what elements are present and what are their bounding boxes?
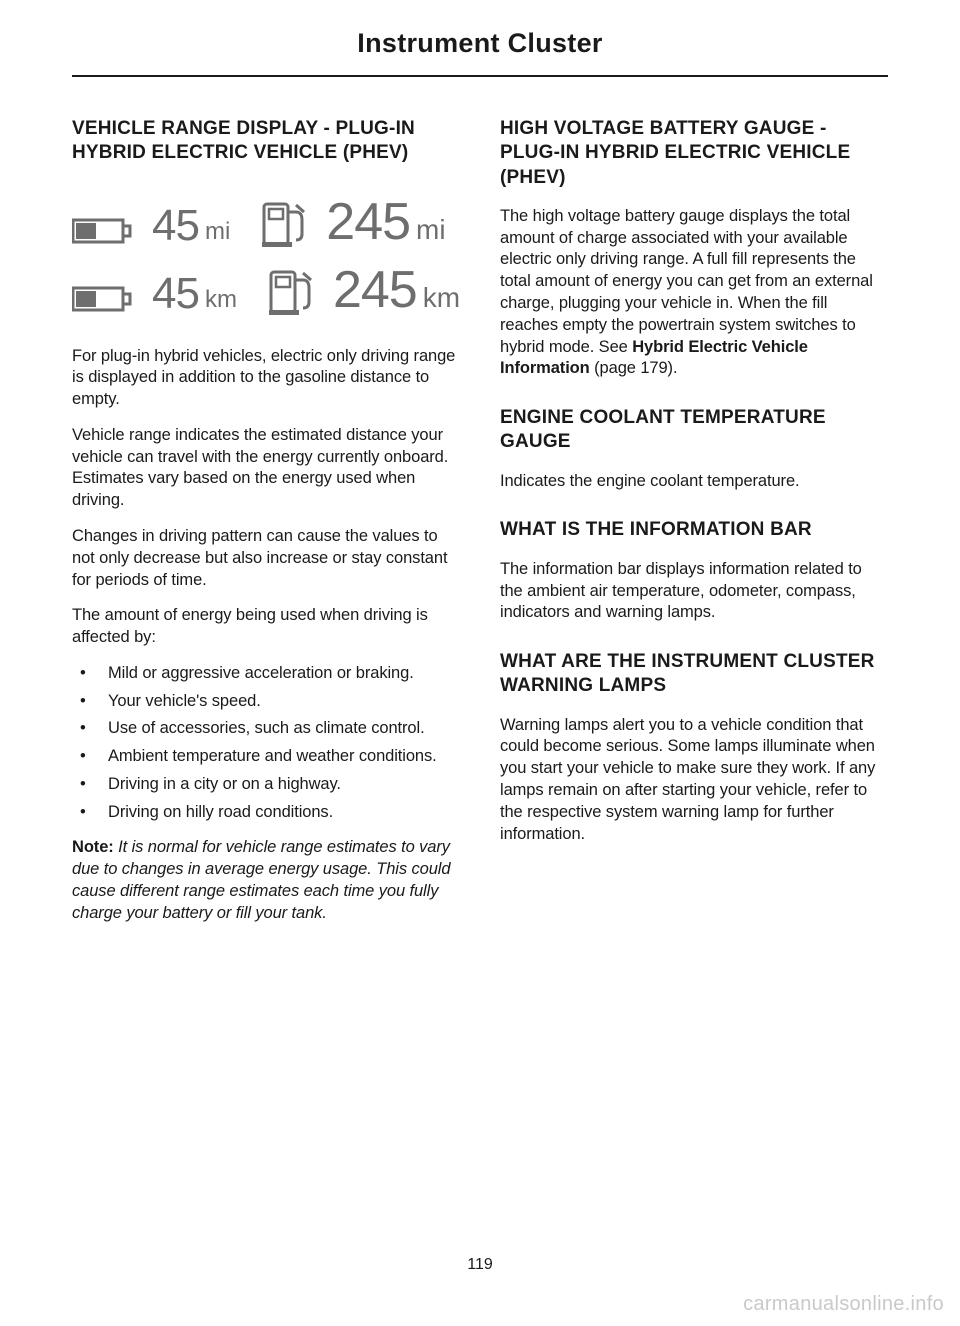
page-number: 119: [0, 1256, 960, 1274]
ev-range-unit: mi: [205, 220, 230, 248]
ev-range-mi: 45 mi: [152, 204, 230, 248]
fuel-range-value: 245: [326, 196, 410, 248]
list-item: Your vehicle's speed.: [72, 691, 460, 713]
section-heading-warning-lamps: WHAT ARE THE INSTRUMENT CLUSTER WARNING …: [500, 650, 888, 699]
section-heading-vehicle-range: VEHICLE RANGE DISPLAY - PLUG-IN HYBRID E…: [72, 117, 460, 166]
list-item: Driving in a city or on a highway.: [72, 774, 460, 796]
note-paragraph: Note: It is normal for vehicle range est…: [72, 837, 460, 924]
paragraph: Changes in driving pattern can cause the…: [72, 526, 460, 591]
note-label: Note:: [72, 838, 114, 856]
range-row-km: 45 km 245 km: [72, 264, 460, 316]
paragraph: Warning lamps alert you to a vehicle con…: [500, 715, 888, 846]
range-row-mi: 45 mi 245 mi: [72, 196, 460, 248]
paragraph: For plug-in hybrid vehicles, electric on…: [72, 346, 460, 411]
battery-icon: [72, 214, 134, 248]
ev-range-value: 45: [152, 204, 199, 248]
battery-icon: [72, 282, 134, 316]
page-header: Instrument Cluster: [72, 0, 888, 77]
ev-range-value: 45: [152, 272, 199, 316]
fuel-range-mi: 245 mi: [326, 196, 445, 248]
paragraph: Vehicle range indicates the estimated di…: [72, 425, 460, 512]
fuel-range-unit: mi: [416, 216, 446, 248]
fuel-range-unit: km: [423, 284, 460, 316]
content-columns: VEHICLE RANGE DISPLAY - PLUG-IN HYBRID E…: [0, 77, 960, 924]
text-run: (page 179).: [590, 359, 678, 377]
list-item: Mild or aggressive acceleration or braki…: [72, 663, 460, 685]
section-heading-hv-battery: HIGH VOLTAGE BATTERY GAUGE - PLUG-IN HYB…: [500, 117, 888, 190]
fuel-pump-icon: [262, 198, 308, 248]
fuel-pump-icon: [269, 266, 315, 316]
bullet-list: Mild or aggressive acceleration or braki…: [72, 663, 460, 824]
watermark: carmanualsonline.info: [743, 1293, 944, 1316]
list-item: Ambient temperature and weather conditio…: [72, 746, 460, 768]
range-display-figure: 45 mi 245 mi: [72, 196, 460, 316]
paragraph: The amount of energy being used when dri…: [72, 605, 460, 649]
left-column: VEHICLE RANGE DISPLAY - PLUG-IN HYBRID E…: [72, 117, 460, 924]
ev-range-unit: km: [205, 288, 237, 316]
fuel-range-km: 245 km: [333, 264, 460, 316]
paragraph: The high voltage battery gauge displays …: [500, 206, 888, 380]
text-run: The high voltage battery gauge displays …: [500, 207, 873, 356]
paragraph: Indicates the engine coolant temperature…: [500, 471, 888, 493]
ev-range-km: 45 km: [152, 272, 237, 316]
note-text: It is normal for vehicle range estimates…: [72, 838, 450, 921]
paragraph: The information bar displays information…: [500, 559, 888, 624]
fuel-range-value: 245: [333, 264, 417, 316]
list-item: Driving on hilly road conditions.: [72, 802, 460, 824]
section-heading-info-bar: WHAT IS THE INFORMATION BAR: [500, 518, 888, 542]
page-title: Instrument Cluster: [72, 28, 888, 59]
right-column: HIGH VOLTAGE BATTERY GAUGE - PLUG-IN HYB…: [500, 117, 888, 924]
section-heading-coolant: ENGINE COOLANT TEMPERATURE GAUGE: [500, 406, 888, 455]
list-item: Use of accessories, such as climate cont…: [72, 718, 460, 740]
